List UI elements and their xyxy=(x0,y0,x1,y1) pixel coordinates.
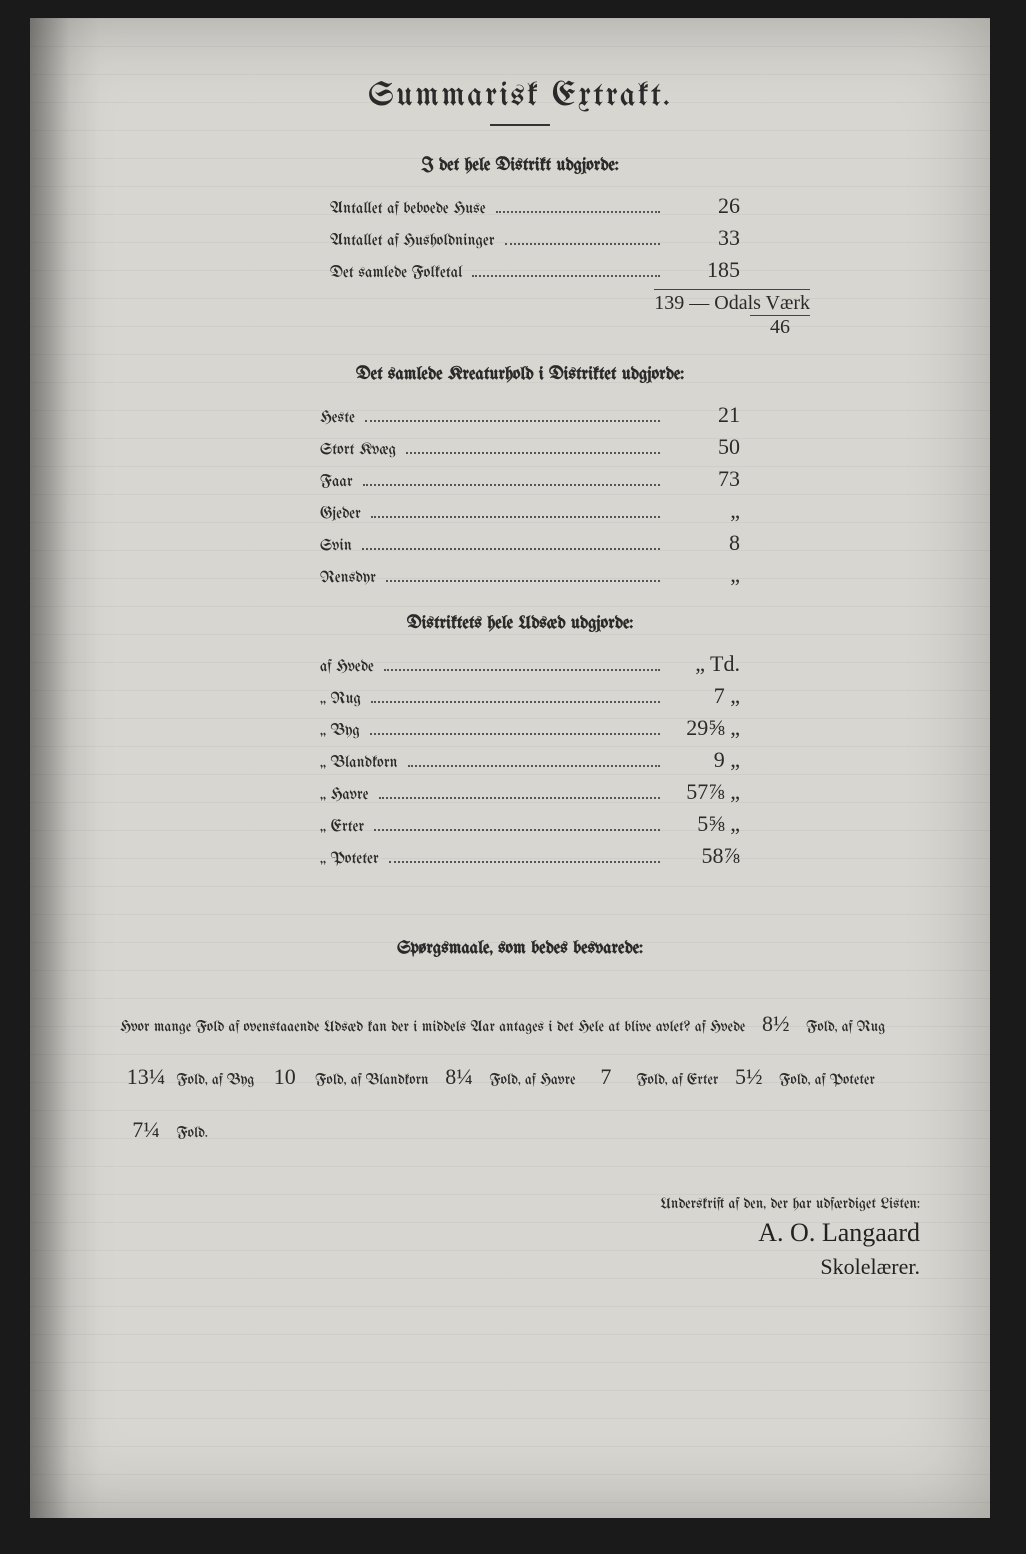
signature-title: Skolelærer. xyxy=(120,1254,920,1280)
table-row: Rensdyr „ xyxy=(320,562,740,588)
row-value: 9 „ xyxy=(670,747,740,773)
row-value: 8 xyxy=(670,530,740,556)
signature-block: Underskrift af den, der har udfærdiget L… xyxy=(120,1196,920,1280)
row-value: 7 „ xyxy=(670,683,740,709)
fold-label: Fold, xyxy=(489,1072,520,1088)
fold-label: Fold, xyxy=(779,1072,810,1088)
row-label: „ Erter xyxy=(320,819,364,836)
leader-dots xyxy=(505,233,660,245)
section2-block: Heste 21 Stort Kvæg 50 Faar 73 Gjeder „ Svin… xyxy=(120,402,920,588)
table-row: Heste 21 xyxy=(320,402,740,428)
row-label: „ Poteter xyxy=(320,851,379,868)
leader-dots xyxy=(472,265,660,277)
row-value: 57⅞ „ xyxy=(670,779,740,805)
fold-rug: 13¼ xyxy=(120,1051,172,1104)
leader-dots xyxy=(386,570,660,582)
leader-dots xyxy=(371,691,660,703)
annotation-block: 139 — Odals Værk 46 xyxy=(330,289,810,339)
table-row: af Hvede „ Td. xyxy=(320,651,740,677)
row-value: 29⅝ „ xyxy=(670,715,740,741)
table-row: Det samlede Folketal 185 xyxy=(330,257,740,283)
fold-byg: 10 xyxy=(259,1051,311,1104)
table-row: Gjeder „ xyxy=(320,498,740,524)
annotation-line2: 46 xyxy=(750,315,810,339)
row-value: „ xyxy=(670,498,740,524)
section1-heading: I det hele Distrikt udgjorde: xyxy=(120,156,920,175)
fold-label-end: Fold. xyxy=(176,1125,207,1141)
row-label: Heste xyxy=(320,410,355,427)
table-row: Antallet af Husholdninger 33 xyxy=(330,225,740,251)
row-label: Antallet af beboede Huse xyxy=(330,201,486,218)
questions-lead: Hvor mange Fold af ovenstaaende Udsæd ka… xyxy=(120,1019,745,1035)
leader-dots xyxy=(384,659,660,671)
fold-hvede: 8½ xyxy=(750,998,802,1051)
leader-dots xyxy=(365,410,660,422)
title-rule xyxy=(490,124,550,126)
row-label: „ Blandkorn xyxy=(320,755,398,772)
section1-block: Antallet af beboede Huse 26 Antallet af … xyxy=(120,193,920,339)
table-row: Faar 73 xyxy=(320,466,740,492)
table-row: Svin 8 xyxy=(320,530,740,556)
leader-dots xyxy=(363,474,660,486)
table-row: Antallet af beboede Huse 26 xyxy=(330,193,740,219)
table-row: „ Havre 57⅞ „ xyxy=(320,779,740,805)
table-row: „ Rug 7 „ xyxy=(320,683,740,709)
annotation-line1: 139 — Odals Værk xyxy=(654,289,810,315)
page-title: Summarisk Extrakt. xyxy=(120,78,920,114)
table-row: „ Poteter 58⅞ xyxy=(320,843,740,869)
row-value: 73 xyxy=(670,466,740,492)
leader-dots xyxy=(370,723,660,735)
leader-dots xyxy=(371,506,660,518)
leader-dots xyxy=(496,201,660,213)
row-label: „ Havre xyxy=(320,787,369,804)
table-row: Stort Kvæg 50 xyxy=(320,434,740,460)
leader-dots xyxy=(362,538,660,550)
row-label: Rensdyr xyxy=(320,570,376,587)
row-label: „ Byg xyxy=(320,723,360,740)
table-row: „ Erter 5⅝ „ xyxy=(320,811,740,837)
row-label: „ Rug xyxy=(320,691,361,708)
row-value: 33 xyxy=(670,225,740,251)
leader-dots xyxy=(406,442,660,454)
row-label: af Hvede xyxy=(320,659,374,676)
row-value: 50 xyxy=(670,434,740,460)
row-value: 5⅝ „ xyxy=(670,811,740,837)
row-value: 58⅞ xyxy=(670,843,740,869)
row-value: 26 xyxy=(670,193,740,219)
fold-blandkorn: 8¼ xyxy=(433,1051,485,1104)
leader-dots xyxy=(374,819,660,831)
document-page: Summarisk Extrakt. I det hele Distrikt u… xyxy=(30,18,990,1518)
signature-name: A. O. Langaard xyxy=(120,1218,920,1248)
fold-label: Fold, xyxy=(315,1072,346,1088)
fold-havre: 7 xyxy=(580,1051,632,1104)
leader-dots xyxy=(408,755,660,767)
fold-erter: 5½ xyxy=(723,1051,775,1104)
row-value: 21 xyxy=(670,402,740,428)
row-value: 185 xyxy=(670,257,740,283)
fold-label: Fold, xyxy=(806,1019,837,1035)
questions-heading: Spørgsmaale, som bedes besvarede: xyxy=(120,939,920,958)
fold-label: Fold, xyxy=(176,1072,207,1088)
table-row: „ Blandkorn 9 „ xyxy=(320,747,740,773)
table-row: „ Byg 29⅝ „ xyxy=(320,715,740,741)
questions-paragraph: Hvor mange Fold af ovenstaaende Udsæd ka… xyxy=(120,998,920,1156)
row-label: Svin xyxy=(320,538,352,555)
row-label: Stort Kvæg xyxy=(320,442,396,459)
row-label: Faar xyxy=(320,474,353,491)
section2-heading: Det samlede Kreaturhold i Distriktet udg… xyxy=(120,365,920,384)
leader-dots xyxy=(379,787,660,799)
fold-poteter: 7¼ xyxy=(120,1104,172,1157)
section3-block: af Hvede „ Td. „ Rug 7 „ „ Byg 29⅝ „ „ Blan… xyxy=(120,651,920,869)
row-value: „ xyxy=(670,562,740,588)
row-value: „ Td. xyxy=(670,651,740,677)
signature-label: Underskrift af den, der har udfærdiget L… xyxy=(120,1196,920,1212)
row-label: Antallet af Husholdninger xyxy=(330,233,495,250)
section3-heading: Distriktets hele Udsæd udgjorde: xyxy=(120,614,920,633)
leader-dots xyxy=(389,851,660,863)
fold-label: Fold, xyxy=(636,1072,667,1088)
row-label: Det samlede Folketal xyxy=(330,265,462,282)
row-label: Gjeder xyxy=(320,506,361,523)
